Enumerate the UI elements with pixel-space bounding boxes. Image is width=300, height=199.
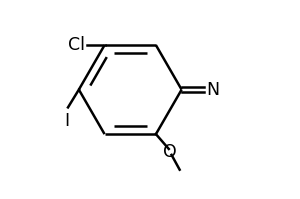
Text: I: I — [64, 112, 70, 130]
Text: Cl: Cl — [68, 36, 85, 54]
Text: N: N — [207, 81, 220, 99]
Text: O: O — [163, 143, 177, 161]
